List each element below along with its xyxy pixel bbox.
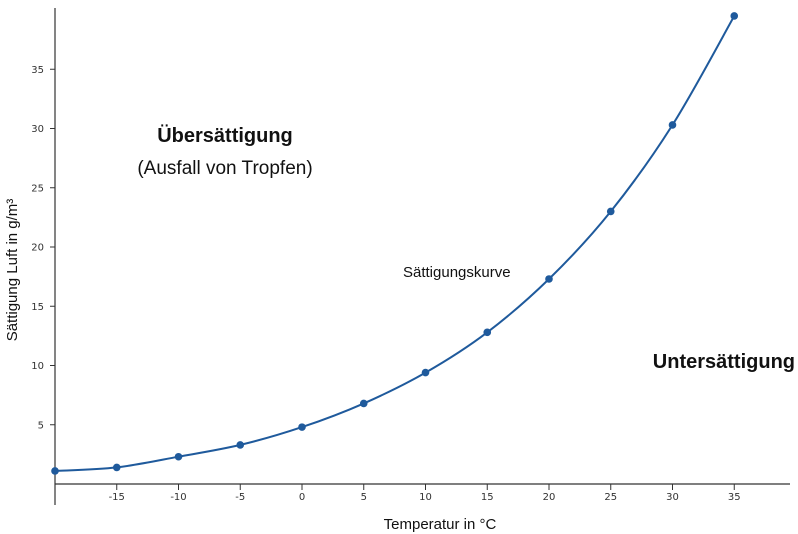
x-tick-label: 10	[419, 492, 432, 503]
x-tick-label: 30	[666, 492, 679, 503]
y-tick-label: 10	[31, 361, 44, 372]
x-tick-label: -10	[170, 492, 186, 503]
y-axis-title: Sättigung Luft in g/m³	[4, 199, 21, 342]
y-tick-label: 35	[31, 65, 44, 76]
data-point	[174, 452, 183, 461]
axes	[54, 8, 790, 505]
x-tick-label: 20	[543, 492, 556, 503]
y-tick-label: 25	[31, 183, 44, 194]
data-point	[236, 441, 245, 449]
series-layer	[51, 12, 739, 475]
data-point	[51, 467, 59, 475]
data-point	[730, 12, 739, 20]
x-tick-label: 0	[299, 492, 305, 503]
saturation-curve-line	[54, 15, 736, 472]
y-tick-label: 15	[31, 302, 44, 313]
curve-label: Sättigungskurve	[403, 264, 511, 281]
ticks: -15 -10 -5 0 5 10 15 20 25 30 35 5 10 15 20 25 30 35	[31, 65, 740, 503]
x-axis-title: Temperatur in °C	[384, 516, 497, 533]
data-point	[421, 368, 430, 377]
x-tick-label: 25	[604, 492, 617, 503]
x-tick-label: 15	[481, 492, 494, 503]
x-tick-label: -15	[109, 492, 125, 503]
x-tick-label: 5	[361, 492, 367, 503]
oversaturation-label: Übersättigung	[157, 124, 293, 147]
data-point	[483, 328, 492, 337]
data-point	[545, 275, 553, 283]
data-point	[112, 463, 121, 472]
data-point	[359, 399, 368, 408]
x-tick-label: 35	[728, 492, 741, 503]
y-tick-label: 20	[31, 243, 44, 254]
y-tick-label: 30	[31, 124, 44, 135]
y-tick-label: 5	[38, 420, 44, 431]
undersaturation-label: Untersättigung	[653, 351, 795, 373]
data-point	[668, 121, 677, 129]
x-tick-label: -5	[235, 492, 245, 503]
data-point	[606, 207, 615, 216]
oversaturation-sublabel: (Ausfall von Tropfen)	[137, 158, 312, 179]
data-point	[298, 423, 306, 431]
